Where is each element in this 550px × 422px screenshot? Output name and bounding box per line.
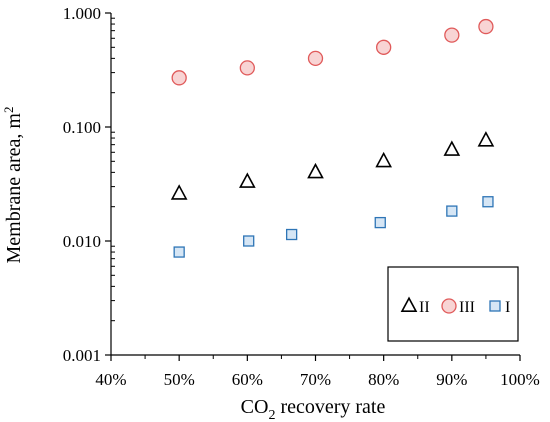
series-II — [170, 131, 495, 200]
y-tick-label: 1.000 — [63, 4, 101, 23]
legend-label: III — [459, 299, 475, 316]
point-square — [374, 216, 386, 229]
point-triangle — [307, 162, 324, 179]
y-axis-title-sup: 2 — [1, 107, 16, 114]
y-axis-title-main: Membrane area, m — [3, 113, 25, 264]
x-tick-label: 90% — [436, 370, 467, 389]
point-triangle — [238, 172, 256, 188]
series-I — [173, 196, 494, 258]
x-axis-title-main: CO — [241, 396, 269, 418]
legend-marker-triangle — [400, 296, 418, 313]
plot-area: 0.001 0.010 0.100 1.000 40% 50% 60% 70% 80% 90% 10… — [63, 4, 540, 389]
y-tick-label: 0.010 — [63, 232, 101, 251]
x-tick-label: 70% — [300, 370, 331, 389]
point-square — [173, 246, 185, 258]
x-tick-label: 40% — [95, 370, 126, 389]
point-circle — [171, 70, 187, 86]
x-axis-title-rest: recovery rate — [275, 396, 385, 418]
legend-label: II — [419, 299, 430, 316]
legend-marker-square — [489, 300, 501, 312]
point-square — [243, 235, 255, 247]
point-triangle — [477, 131, 495, 147]
legend-label: I — [505, 299, 510, 316]
point-circle — [376, 39, 392, 55]
point-circle — [444, 27, 460, 43]
y-axis-title: Membrane area, m2 — [1, 107, 25, 264]
legend: II III I — [387, 266, 519, 342]
point-square — [285, 228, 298, 241]
y-tick-label: 0.001 — [63, 346, 101, 365]
series-III — [171, 18, 494, 86]
legend-marker-circle — [441, 298, 457, 314]
x-axis-title-sub: 2 — [268, 408, 275, 422]
point-square — [482, 196, 494, 208]
point-circle — [478, 18, 494, 35]
point-triangle — [443, 140, 461, 156]
x-tick-label: 60% — [232, 370, 263, 389]
point-circle — [307, 50, 324, 67]
x-tick-label: 50% — [164, 370, 195, 389]
point-circle — [239, 60, 255, 76]
x-tick-label: 100% — [500, 370, 540, 389]
point-triangle — [170, 184, 188, 200]
point-triangle — [375, 151, 393, 168]
y-tick-label: 0.100 — [63, 118, 101, 137]
x-axis-title: CO2 recovery rate — [241, 396, 386, 422]
x-tick-label: 80% — [368, 370, 399, 389]
data-markers — [170, 18, 495, 258]
point-square — [446, 205, 458, 217]
